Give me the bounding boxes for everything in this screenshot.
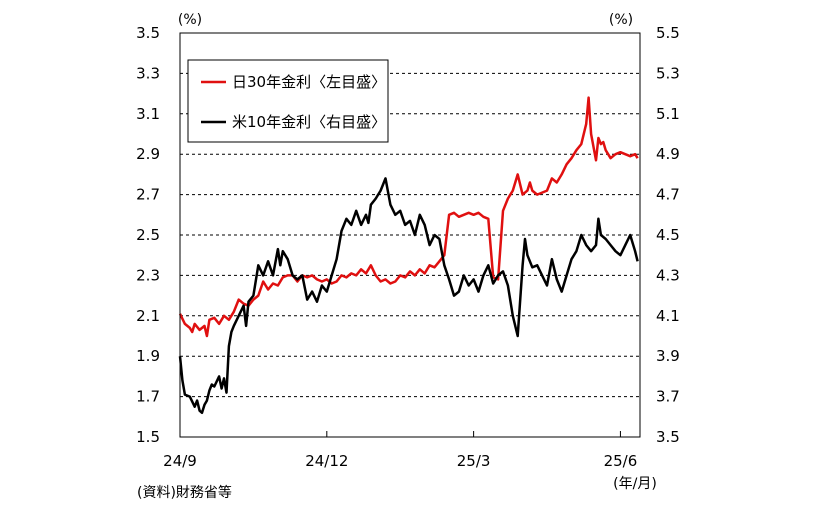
left-axis-unit: (%)	[178, 12, 202, 28]
legend: 日30年金利〈左目盛〉 米10年金利〈右目盛〉	[187, 59, 389, 143]
x-axis-unit: (年/月)	[613, 476, 657, 492]
x-axis-ticks: 24/9 24/12 25/3 25/6	[163, 431, 637, 470]
left-tick-label: 3.3	[136, 64, 160, 82]
right-tick-label: 5.3	[656, 64, 680, 82]
gridlines	[180, 72, 640, 398]
left-tick-label: 1.9	[136, 347, 160, 365]
x-tick-label: 25/6	[604, 452, 638, 470]
series-line-jp30y	[178, 96, 639, 338]
legend-label-us10y: 米10年金利〈右目盛〉	[232, 113, 386, 131]
left-tick-label: 2.5	[136, 226, 160, 244]
left-tick-label: 1.5	[136, 428, 160, 446]
right-tick-label: 3.5	[656, 428, 680, 446]
series-line-us10y	[178, 177, 639, 415]
right-tick-label: 5.1	[656, 105, 680, 123]
right-tick-label: 5.5	[656, 24, 680, 42]
legend-label-jp30y: 日30年金利〈左目盛〉	[232, 73, 386, 91]
left-axis-ticks: 3.5 3.3 3.1 2.9 2.7 2.5 2.3 2.1 1.9 1.7 1.5	[136, 24, 160, 446]
x-tick-label: 24/12	[305, 452, 348, 470]
right-tick-label: 4.5	[656, 226, 680, 244]
x-tick-label: 25/3	[457, 452, 491, 470]
left-tick-label: 2.7	[136, 186, 160, 204]
left-tick-label: 3.5	[136, 24, 160, 42]
right-axis-ticks: 5.5 5.3 5.1 4.9 4.7 4.5 4.3 4.1 3.9 3.7 3.5	[656, 24, 680, 446]
legend-box	[187, 59, 389, 143]
right-tick-label: 3.7	[656, 388, 680, 406]
right-tick-label: 4.9	[656, 145, 680, 163]
right-axis-unit: (%)	[609, 12, 633, 28]
left-tick-label: 2.1	[136, 307, 160, 325]
left-tick-label: 3.1	[136, 105, 160, 123]
right-tick-label: 4.7	[656, 186, 680, 204]
left-tick-label: 1.7	[136, 388, 160, 406]
plot-area-frame	[179, 32, 641, 438]
right-tick-label: 4.1	[656, 307, 680, 325]
x-tick-label: 24/9	[163, 452, 197, 470]
left-tick-label: 2.9	[136, 145, 160, 163]
right-tick-label: 4.3	[656, 266, 680, 284]
source-note: (資料)財務省等	[137, 484, 232, 501]
series-lines	[178, 96, 639, 415]
right-tick-label: 3.9	[656, 347, 680, 365]
left-tick-label: 2.3	[136, 266, 160, 284]
